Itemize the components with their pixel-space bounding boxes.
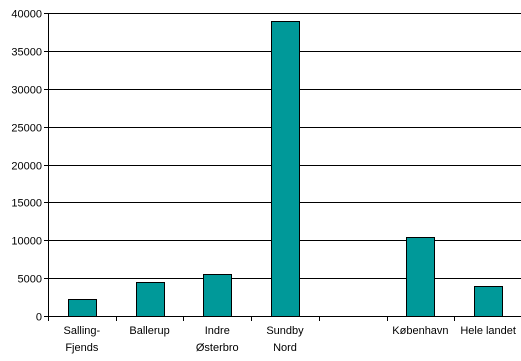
x-tick-label: Sundby: [266, 325, 304, 337]
bars: [68, 21, 503, 317]
x-tick-label: Fjends: [65, 342, 99, 354]
x-tick-label: København: [392, 325, 448, 337]
x-tick-label: Indre: [205, 325, 230, 337]
y-tick-label: 0: [36, 312, 42, 324]
y-tick-label: 40000: [11, 9, 42, 21]
x-tick-label: Hele landet: [460, 325, 516, 337]
axes: [48, 13, 521, 317]
y-tick-label: 25000: [11, 123, 42, 135]
x-tick-label: Østerbro: [196, 342, 239, 354]
y-tick-label: 20000: [11, 161, 42, 173]
bar: [203, 274, 232, 317]
bar: [136, 282, 165, 317]
y-axis-ticks: 0 5000 10000 15000 20000 25000 30000 35000 40000: [11, 9, 48, 324]
x-axis-ticks: Salling- Fjends Ballerup Indre Østerbro Sundb…: [48, 316, 516, 354]
x-tick-label: Ballerup: [129, 325, 169, 337]
bar: [271, 21, 300, 317]
y-tick-label: 5000: [18, 274, 42, 286]
bar: [68, 299, 97, 317]
y-tick-label: 35000: [11, 47, 42, 59]
x-tick-label: Nord: [273, 342, 297, 354]
y-tick-label: 30000: [11, 85, 42, 97]
bar: [474, 286, 503, 317]
y-tick-label: 15000: [11, 198, 42, 210]
x-tick-label: Salling-: [64, 325, 101, 337]
y-tick-label: 10000: [11, 236, 42, 248]
bar: [406, 237, 435, 317]
